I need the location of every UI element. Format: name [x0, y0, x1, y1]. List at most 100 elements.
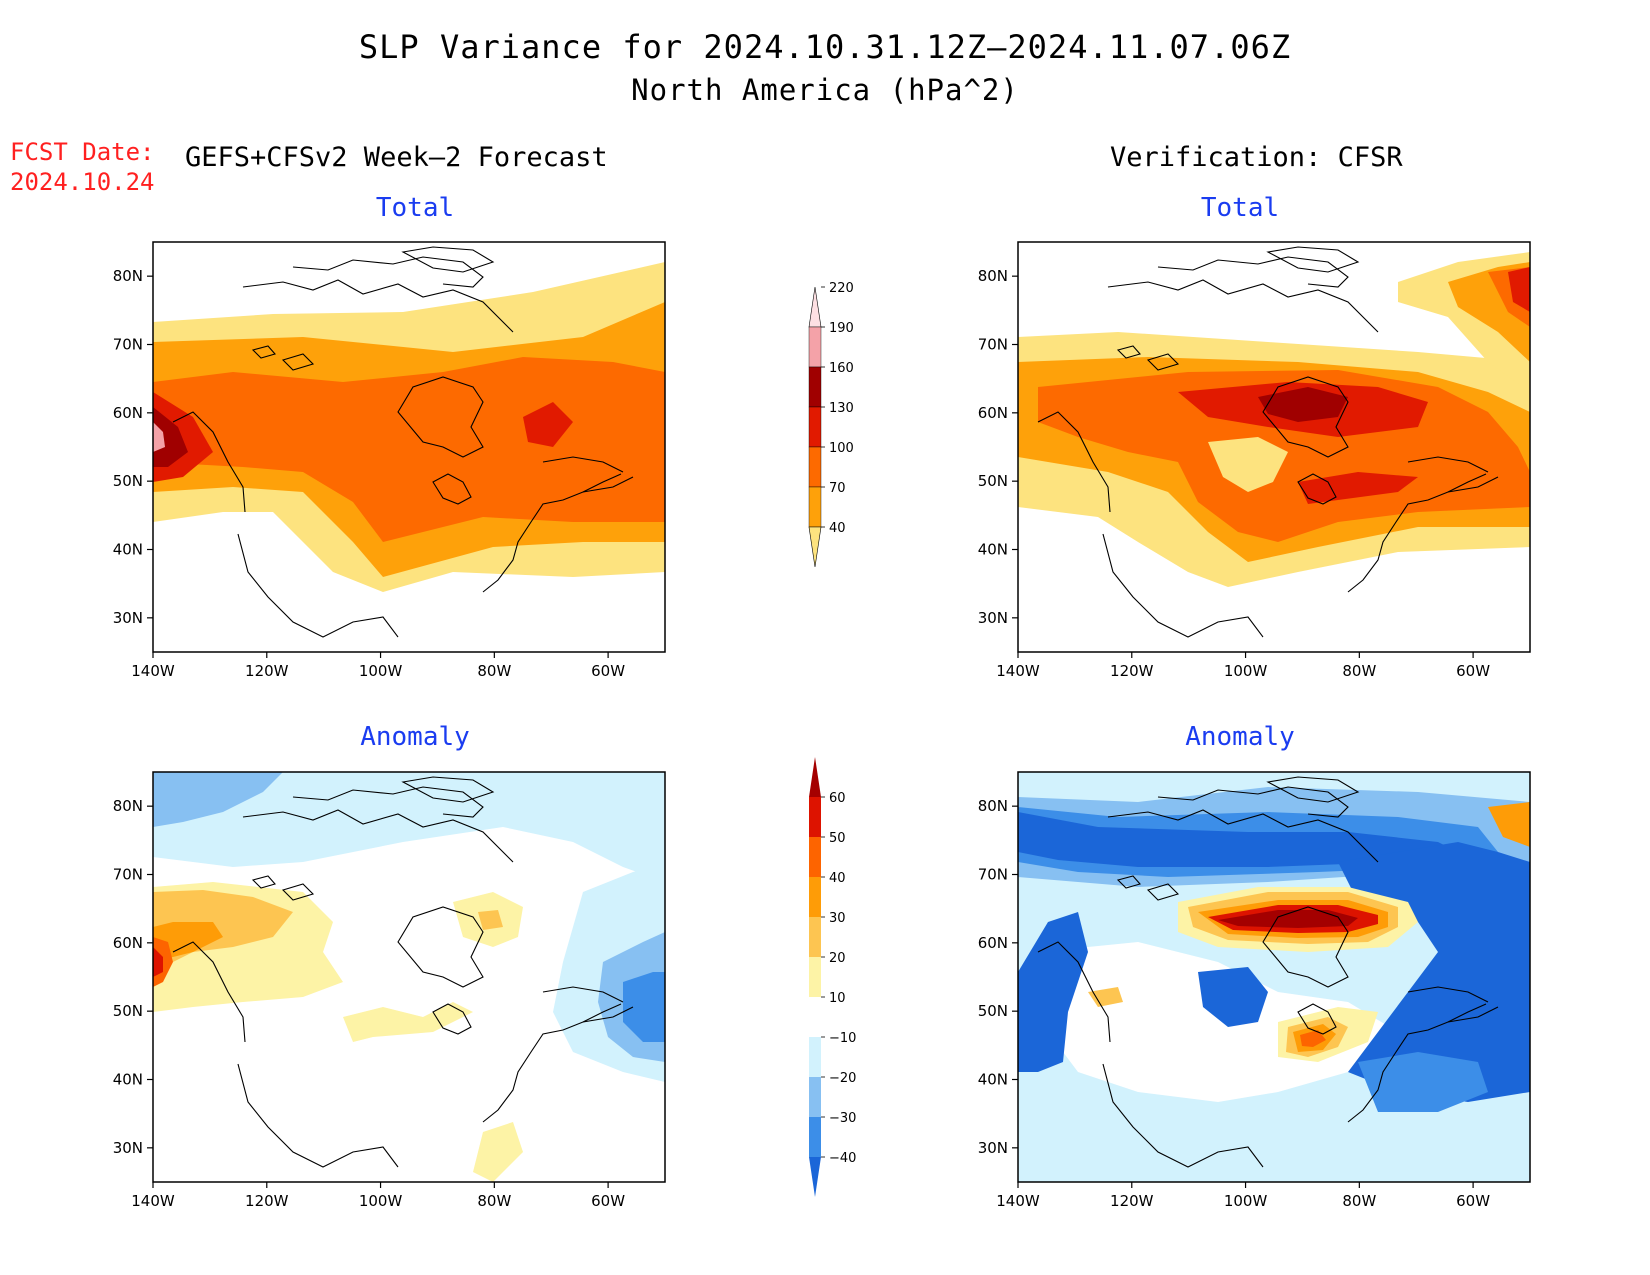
colorbar-level-label: 60 — [829, 791, 846, 806]
figure-subtitle: North America (hPa^2) — [631, 73, 1019, 107]
lon-tick-label: 100W — [1224, 1192, 1268, 1210]
lat-tick-label: 80N — [978, 267, 1008, 285]
fcst-date-value: 2024.10.24 — [10, 168, 155, 196]
lat-tick-label: 50N — [113, 472, 143, 490]
lon-tick-label: 140W — [131, 662, 175, 680]
lat-tick-label: 80N — [978, 797, 1008, 815]
verification-column-title: Verification: CFSR — [1110, 142, 1403, 173]
lon-tick-label: 140W — [996, 1192, 1040, 1210]
lat-tick-label: 80N — [113, 267, 143, 285]
colorbar-cell — [809, 1157, 821, 1197]
colorbar-level-label: −20 — [829, 1071, 856, 1086]
colorbar-level-label: 10 — [829, 991, 846, 1006]
anom-gt10-west-spot — [1088, 987, 1123, 1007]
colorbar-level-label: −30 — [829, 1111, 856, 1126]
lon-tick-label: 140W — [996, 662, 1040, 680]
colorbar-level-label: 40 — [829, 521, 846, 536]
shade-160-190 — [153, 407, 188, 467]
lon-tick-label: 80W — [1342, 1192, 1376, 1210]
colorbar-level-label: 50 — [829, 831, 846, 846]
anom-lt-minus40-north — [1018, 812, 1458, 867]
fcst-date-label: FCST Date: — [10, 138, 155, 166]
shade-130-160-ne — [1508, 267, 1530, 312]
colorbar-cell — [808, 446, 822, 488]
forecast-column-title: GEFS+CFSv2 Week–2 Forecast — [185, 142, 608, 173]
shade-130-160-b — [523, 402, 573, 447]
lat-tick-label: 30N — [978, 1139, 1008, 1157]
anom-lt-minus30-east — [623, 972, 665, 1042]
map-verif-total: 140W 120W 100W 80W 60W 80N 70N 60N 50N 40N 30N — [978, 241, 1531, 680]
lon-tick-label: 80W — [477, 662, 511, 680]
panel-title-verif-total: Total — [1200, 193, 1280, 223]
lat-tick-label: 80N — [113, 797, 143, 815]
colorbar-cell — [808, 486, 822, 528]
lat-tick-label: 40N — [978, 1071, 1008, 1089]
lat-tick-label: 50N — [113, 1002, 143, 1020]
lon-tick-label: 100W — [1224, 662, 1268, 680]
colorbar-cell — [809, 797, 821, 837]
shade-100-130 — [153, 357, 665, 542]
colorbar-level-label: 190 — [829, 321, 854, 336]
lat-tick-label: 70N — [978, 866, 1008, 884]
coastline-outline — [1037, 776, 1499, 1168]
coastline-outline — [172, 776, 634, 1168]
colorbar-cell — [809, 917, 821, 957]
colorbar-level-label: −10 — [829, 1031, 856, 1046]
colorbar-cell — [809, 957, 821, 997]
anom-lt-minus40-west — [1018, 912, 1088, 1072]
colorbar-cell — [809, 1077, 821, 1117]
figure-title: SLP Variance for 2024.10.31.12Z–2024.11.… — [358, 28, 1292, 66]
map-fcst-anom: 140W 120W 100W 80W 60W 80N 70N 60N 50N 40N 30N — [113, 771, 666, 1210]
anom-gt10-nw-corner — [1488, 802, 1530, 847]
panel-title-fcst-total: Total — [375, 193, 455, 223]
colorbar-cell — [808, 526, 822, 568]
lat-tick-label: 50N — [978, 472, 1008, 490]
colorbar-total: 40 70 100 130 160 190 220 — [808, 281, 854, 568]
coastline-outline — [172, 246, 634, 638]
lon-tick-label: 60W — [591, 662, 625, 680]
colorbar-level-label: 130 — [829, 401, 854, 416]
colorbar-level-label: 40 — [829, 871, 846, 886]
map-fcst-total: 140W 120W 100W 80W 60W 80N 70N 60N 50N 40N 30N — [113, 241, 666, 680]
shade-below-40-center — [1208, 437, 1288, 492]
lat-tick-label: 40N — [113, 541, 143, 559]
lon-tick-label: 140W — [131, 1192, 175, 1210]
lon-tick-label: 100W — [359, 662, 403, 680]
colorbar-cell — [809, 997, 821, 1037]
colorbar-level-label: 20 — [829, 951, 846, 966]
colorbar-cell — [809, 877, 821, 917]
lat-tick-label: 60N — [113, 404, 143, 422]
lat-tick-label: 70N — [113, 336, 143, 354]
lat-tick-label: 40N — [978, 541, 1008, 559]
lat-tick-label: 60N — [978, 404, 1008, 422]
lat-tick-label: 70N — [978, 336, 1008, 354]
panel-title-fcst-anom: Anomaly — [360, 722, 470, 752]
shade-160-190 — [1258, 387, 1348, 422]
lat-tick-label: 40N — [113, 1071, 143, 1089]
colorbar-cell — [809, 1117, 821, 1157]
colorbar-level-label: 160 — [829, 361, 854, 376]
anom-gt40-greatlakes — [1300, 1030, 1326, 1047]
lon-tick-label: 120W — [245, 662, 289, 680]
shade-130-160-b — [1298, 472, 1418, 504]
anom-lt-minus30-southeast — [1358, 1052, 1488, 1112]
lon-tick-label: 60W — [591, 1192, 625, 1210]
colorbar-cell — [809, 1037, 821, 1077]
colorbar-level-label: 30 — [829, 911, 846, 926]
coastline-outline — [1037, 246, 1499, 638]
anom-gt10-midwest — [343, 1002, 473, 1042]
lat-tick-label: 30N — [113, 1139, 143, 1157]
anom-gt50-hudson — [1218, 910, 1358, 928]
lat-tick-label: 60N — [113, 934, 143, 952]
colorbar-cell — [808, 286, 822, 328]
colorbar-cell — [808, 406, 822, 448]
shade-190-220 — [153, 422, 165, 452]
map-verif-anom: 140W 120W 100W 80W 60W 80N 70N 60N 50N 40N 30N — [978, 771, 1531, 1210]
colorbar-cell — [808, 366, 822, 408]
anom-gt20-center — [478, 910, 503, 930]
lon-tick-label: 100W — [359, 1192, 403, 1210]
lat-tick-label: 60N — [978, 934, 1008, 952]
anom-gt50-west — [153, 947, 163, 977]
colorbar-level-label: −40 — [829, 1151, 856, 1166]
colorbar-level-label: 100 — [829, 441, 854, 456]
